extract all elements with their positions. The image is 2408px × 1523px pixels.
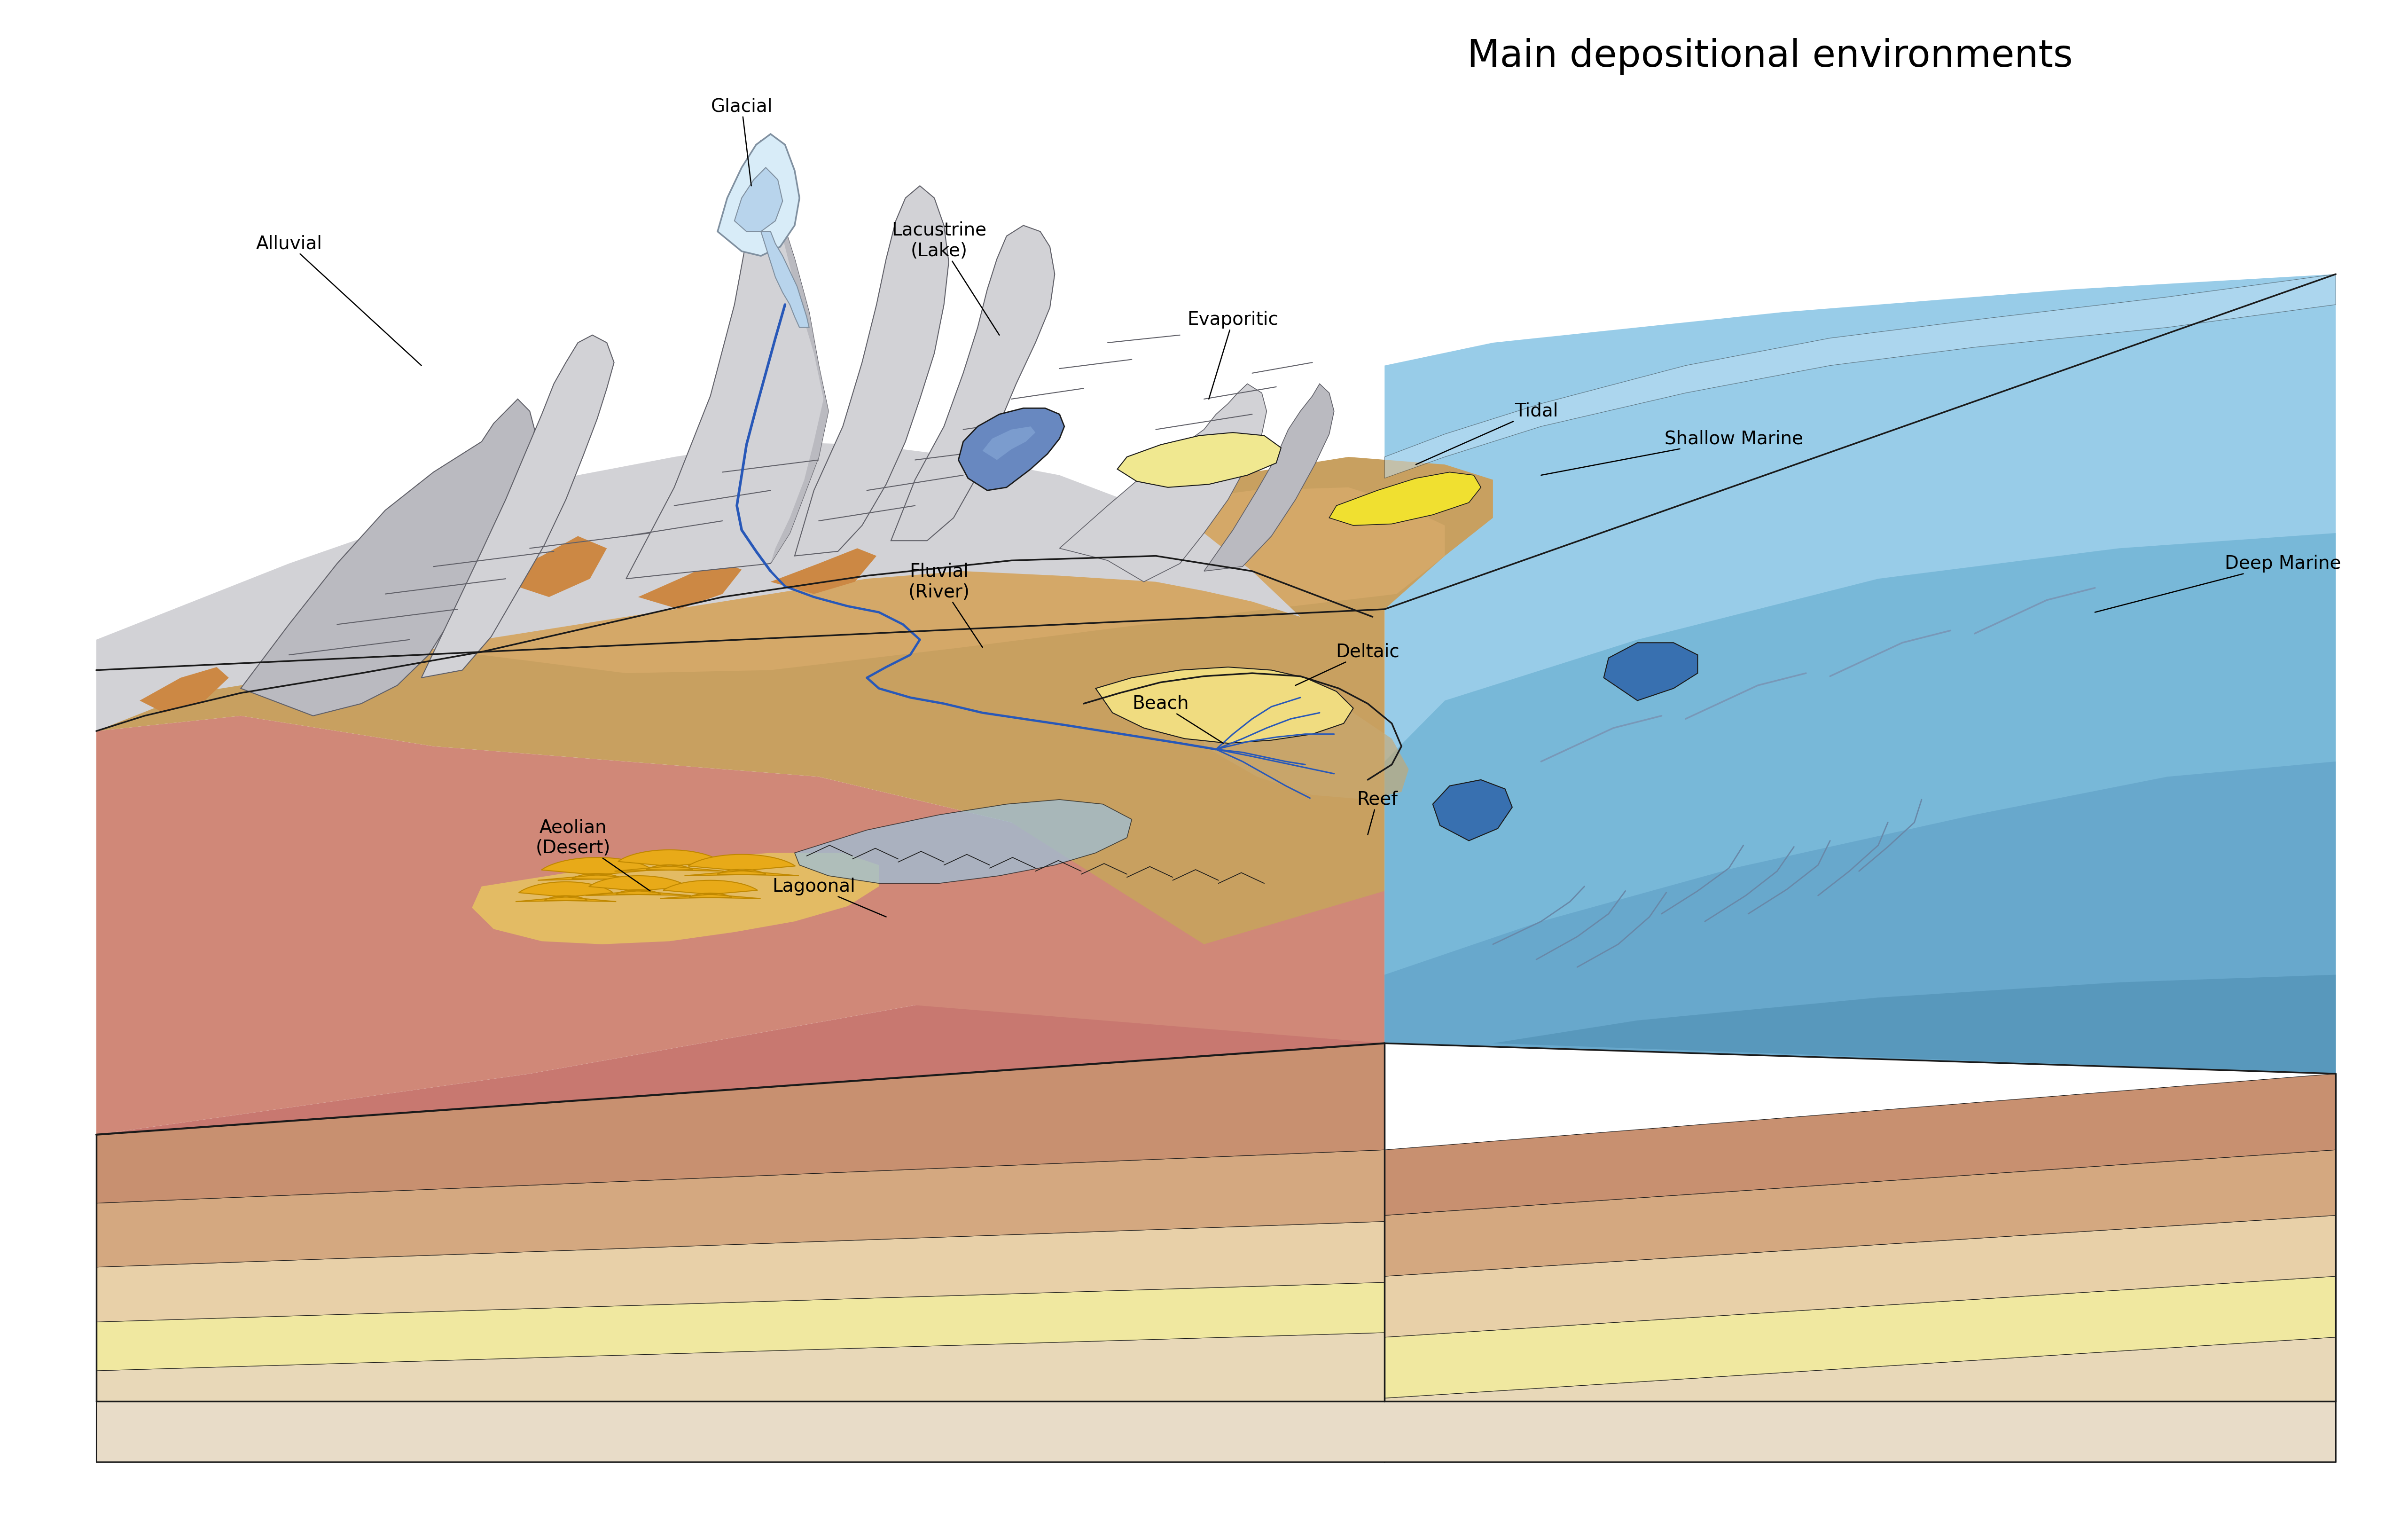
Text: Glacial: Glacial	[710, 97, 773, 186]
Polygon shape	[638, 560, 742, 609]
Polygon shape	[982, 426, 1035, 460]
Polygon shape	[1433, 780, 1512, 841]
Polygon shape	[684, 854, 799, 876]
Polygon shape	[1385, 274, 2336, 478]
Polygon shape	[795, 800, 1132, 883]
Polygon shape	[1117, 433, 1281, 487]
Text: Alluvial: Alluvial	[255, 235, 421, 366]
Polygon shape	[421, 335, 614, 678]
Polygon shape	[958, 408, 1064, 490]
Polygon shape	[1385, 1337, 2336, 1401]
Polygon shape	[193, 487, 1445, 673]
Polygon shape	[1204, 384, 1334, 571]
Text: Deltaic: Deltaic	[1296, 643, 1399, 685]
Polygon shape	[585, 876, 691, 896]
Polygon shape	[1096, 667, 1353, 743]
Polygon shape	[515, 882, 616, 902]
Polygon shape	[96, 891, 1385, 1135]
Polygon shape	[761, 231, 809, 327]
Polygon shape	[96, 1043, 1385, 1203]
Polygon shape	[1604, 643, 1698, 701]
Polygon shape	[626, 140, 828, 579]
Polygon shape	[660, 880, 761, 899]
Polygon shape	[1385, 1276, 2336, 1398]
Polygon shape	[537, 857, 657, 880]
Text: Main depositional environments: Main depositional environments	[1466, 38, 2073, 75]
Polygon shape	[96, 1333, 1385, 1401]
Polygon shape	[1060, 384, 1267, 582]
Polygon shape	[1329, 472, 1481, 525]
Polygon shape	[734, 168, 783, 231]
Text: Deep Marine: Deep Marine	[2095, 554, 2341, 612]
Polygon shape	[1204, 673, 1409, 800]
Text: Reef: Reef	[1358, 790, 1397, 835]
Polygon shape	[140, 667, 229, 713]
Polygon shape	[761, 140, 828, 564]
Polygon shape	[1493, 975, 2336, 1074]
Polygon shape	[1385, 1215, 2336, 1337]
Polygon shape	[1385, 533, 2336, 1074]
Polygon shape	[1385, 274, 2336, 1074]
Text: Lacustrine
(Lake): Lacustrine (Lake)	[891, 221, 999, 335]
Polygon shape	[96, 457, 1493, 944]
Polygon shape	[96, 1150, 1385, 1267]
Polygon shape	[96, 442, 1300, 731]
Polygon shape	[718, 134, 799, 256]
Polygon shape	[1385, 1074, 2336, 1215]
Polygon shape	[1385, 1150, 2336, 1276]
Polygon shape	[795, 186, 949, 556]
Polygon shape	[96, 716, 1385, 1135]
Polygon shape	[494, 536, 607, 597]
Polygon shape	[472, 853, 879, 944]
Text: Aeolian
(Desert): Aeolian (Desert)	[535, 818, 650, 891]
Text: Lagoonal: Lagoonal	[773, 877, 886, 917]
Polygon shape	[1385, 762, 2336, 1074]
Polygon shape	[96, 1401, 2336, 1462]
Polygon shape	[241, 399, 535, 716]
Text: Beach: Beach	[1132, 694, 1223, 743]
Polygon shape	[96, 1221, 1385, 1322]
Polygon shape	[771, 548, 877, 594]
Polygon shape	[96, 1282, 1385, 1371]
Polygon shape	[614, 850, 725, 871]
Text: Fluvial
(River): Fluvial (River)	[908, 562, 982, 647]
Polygon shape	[337, 617, 445, 678]
Text: Tidal: Tidal	[1416, 402, 1558, 465]
Polygon shape	[891, 225, 1055, 541]
Text: Shallow Marine: Shallow Marine	[1541, 429, 1804, 475]
Text: Evaporitic: Evaporitic	[1187, 311, 1279, 399]
